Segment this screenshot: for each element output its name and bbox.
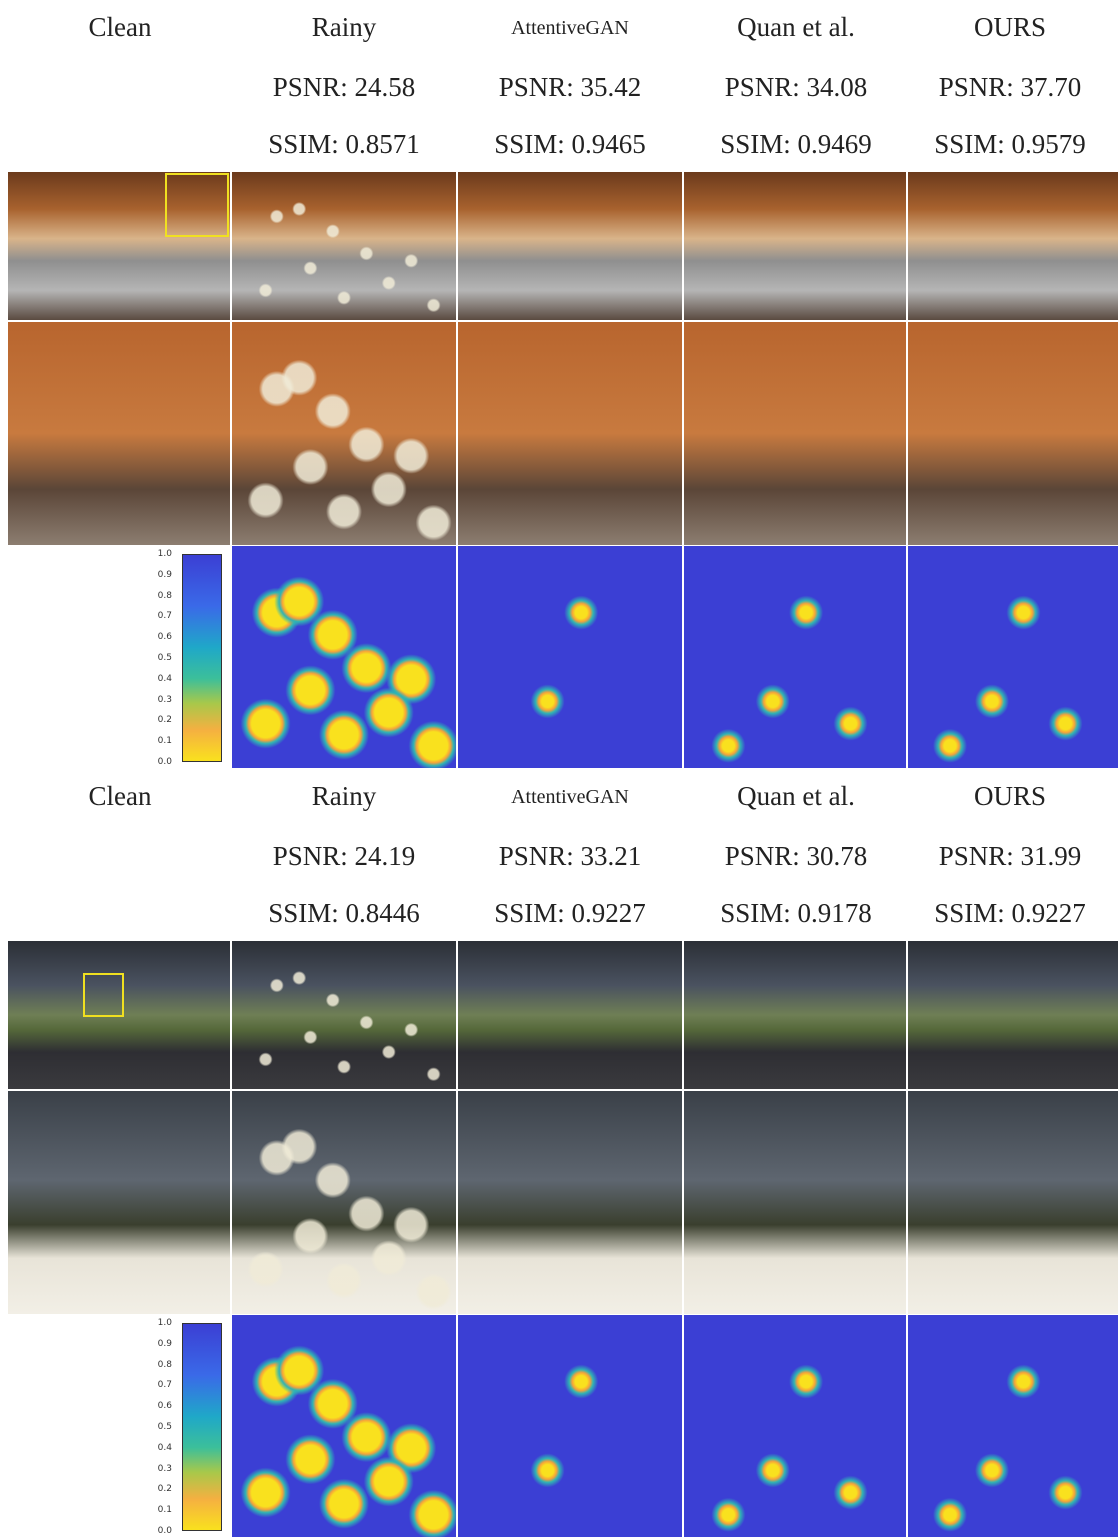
zoom-image — [8, 322, 230, 545]
raindrops — [232, 322, 456, 545]
error-map — [908, 546, 1118, 768]
psnr-value: PSNR: 35.42 — [458, 74, 682, 101]
column-title: OURS — [898, 14, 1120, 41]
raindrops — [232, 1091, 456, 1314]
column-title: OURS — [898, 783, 1120, 810]
psnr-value: PSNR: 33.21 — [458, 843, 682, 870]
psnr-value: PSNR: 24.19 — [232, 843, 456, 870]
colorbar-tick-label: 0.3 — [142, 1465, 172, 1474]
column-title: Quan et al. — [684, 783, 908, 810]
ssim-value: SSIM: 0.9465 — [458, 131, 682, 158]
error-map — [458, 1315, 682, 1537]
scene-image — [458, 941, 682, 1089]
raindrops — [232, 172, 456, 320]
scene-image — [684, 941, 906, 1089]
zoom-image — [908, 322, 1118, 545]
ssim-value: SSIM: 0.9227 — [458, 900, 682, 927]
colorbar-tick-label: 0.7 — [142, 1381, 172, 1390]
colorbar-tick-label: 0.4 — [142, 1444, 172, 1453]
zoom-image — [908, 1091, 1118, 1314]
colorbar-tick-label: 0.0 — [142, 758, 172, 767]
psnr-value: PSNR: 30.78 — [684, 843, 908, 870]
colorbar-tick-label: 0.7 — [142, 612, 172, 621]
psnr-value: PSNR: 37.70 — [898, 74, 1120, 101]
error-map — [232, 1315, 456, 1537]
ssim-value: SSIM: 0.9469 — [684, 131, 908, 158]
colorbar-tick-label: 0.3 — [142, 696, 172, 705]
column-title: Clean — [8, 14, 232, 41]
scene-image — [458, 172, 682, 320]
colorbar-tick-label: 1.0 — [142, 1319, 172, 1328]
zoom-box — [83, 973, 124, 1017]
error-map — [684, 1315, 906, 1537]
ssim-value: SSIM: 0.8571 — [232, 131, 456, 158]
zoom-image — [8, 1091, 230, 1314]
colorbar-tick-label: 0.9 — [142, 571, 172, 580]
ssim-value: SSIM: 0.9579 — [898, 131, 1120, 158]
figure: (() => { const data = JSON.parse(documen… — [0, 0, 1120, 1535]
zoom-image — [684, 322, 906, 545]
column-title: Rainy — [232, 783, 456, 810]
column-title: AttentiveGAN — [458, 787, 682, 807]
colorbar — [182, 1323, 222, 1531]
psnr-value: PSNR: 34.08 — [684, 74, 908, 101]
column-title: Rainy — [232, 14, 456, 41]
colorbar-tick-label: 1.0 — [142, 550, 172, 559]
colorbar-tick-label: 0.9 — [142, 1340, 172, 1349]
colorbar — [182, 554, 222, 762]
colorbar-tick-label: 0.5 — [142, 1423, 172, 1432]
zoom-box — [165, 173, 229, 237]
psnr-value: PSNR: 31.99 — [898, 843, 1120, 870]
column-title: AttentiveGAN — [458, 18, 682, 38]
column-title: Clean — [8, 783, 232, 810]
scene-image — [908, 941, 1118, 1089]
column-title: Quan et al. — [684, 14, 908, 41]
colorbar-tick-label: 0.5 — [142, 654, 172, 663]
zoom-image — [458, 1091, 682, 1314]
zoom-image — [458, 322, 682, 545]
scene-image — [908, 172, 1118, 320]
colorbar-tick-label: 0.6 — [142, 1402, 172, 1411]
error-map — [684, 546, 906, 768]
psnr-value: PSNR: 24.58 — [232, 74, 456, 101]
error-map — [908, 1315, 1118, 1537]
colorbar-tick-label: 0.8 — [142, 1361, 172, 1370]
colorbar-tick-label: 0.8 — [142, 592, 172, 601]
scene-image — [684, 172, 906, 320]
colorbar-tick-label: 0.6 — [142, 633, 172, 642]
ssim-value: SSIM: 0.9178 — [684, 900, 908, 927]
ssim-value: SSIM: 0.9227 — [898, 900, 1120, 927]
error-map — [458, 546, 682, 768]
colorbar-tick-label: 0.2 — [142, 716, 172, 725]
colorbar-tick-label: 0.1 — [142, 737, 172, 746]
colorbar-tick-label: 0.1 — [142, 1506, 172, 1515]
raindrops — [232, 941, 456, 1089]
ssim-value: SSIM: 0.8446 — [232, 900, 456, 927]
error-map — [232, 546, 456, 768]
colorbar-tick-label: 0.4 — [142, 675, 172, 684]
colorbar-tick-label: 0.2 — [142, 1485, 172, 1494]
zoom-image — [684, 1091, 906, 1314]
